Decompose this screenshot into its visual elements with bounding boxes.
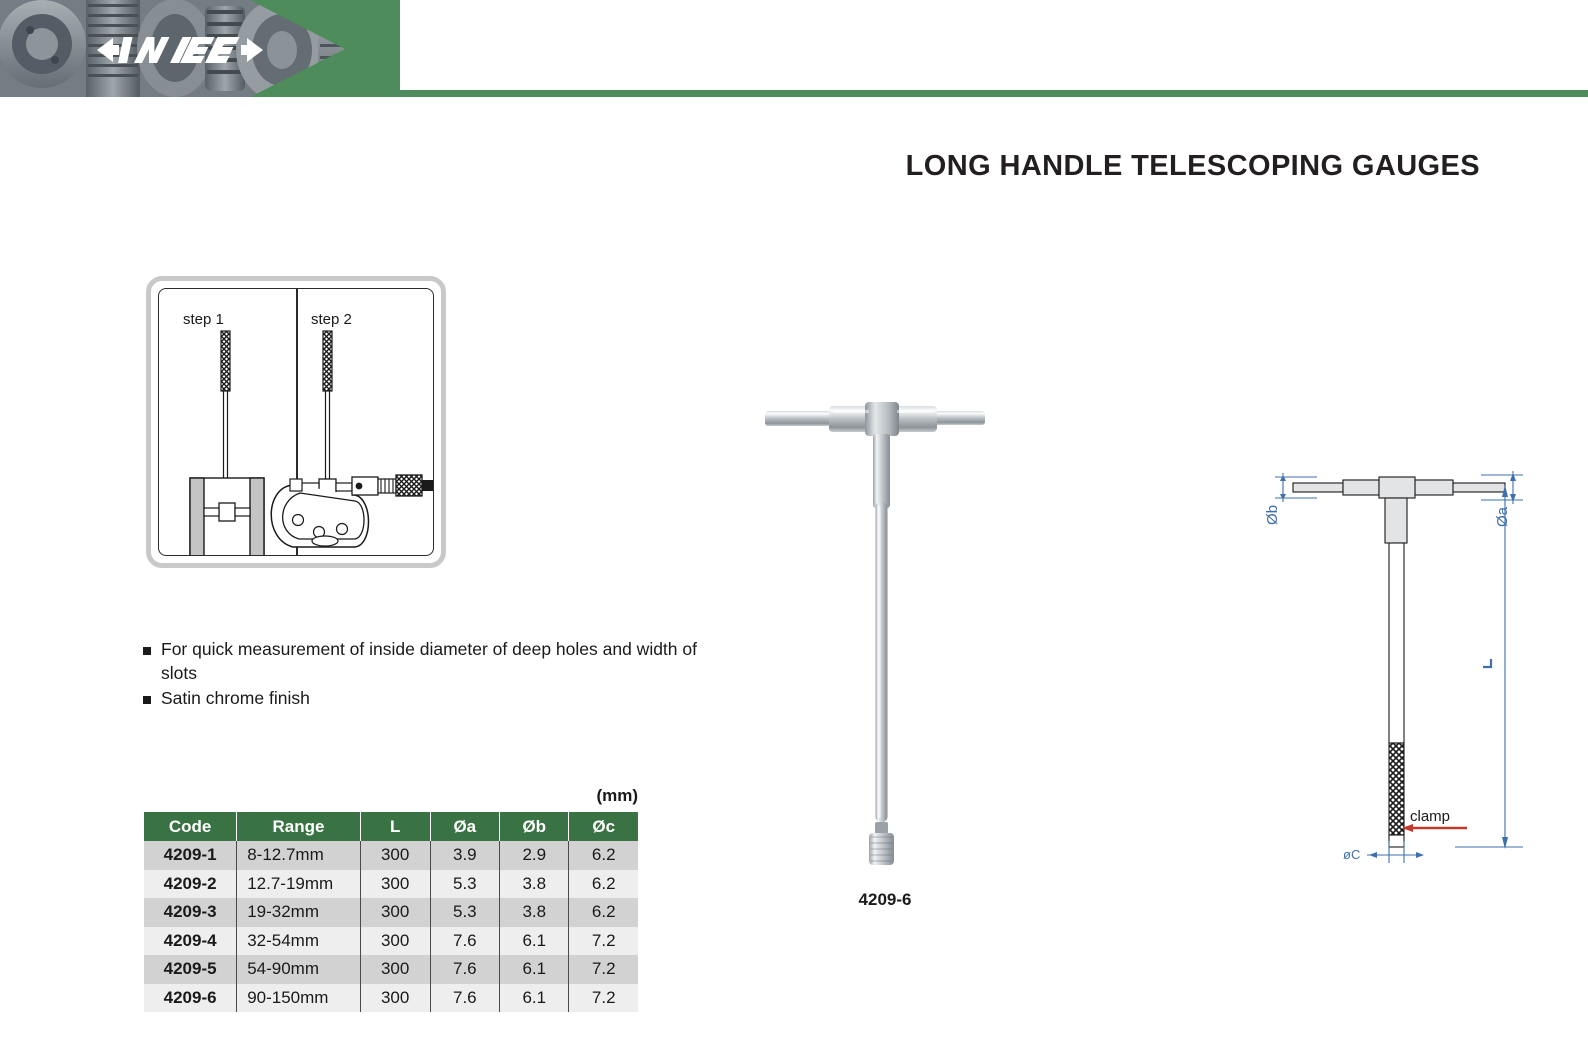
cell-l: 300 — [360, 955, 431, 984]
cell-dia-a: 5.3 — [430, 869, 501, 898]
cell-code: 4209-3 — [144, 898, 238, 927]
cell-dia-a: 7.6 — [430, 983, 501, 1012]
cell-code: 4209-2 — [144, 869, 238, 898]
column-header-l: L — [360, 812, 431, 841]
steps-inner-panel: step 1 step 2 — [158, 288, 434, 556]
cell-dia-c: 6.2 — [568, 869, 638, 898]
column-header-dia-b: Øb — [499, 812, 570, 841]
step-2-label: step 2 — [311, 311, 352, 328]
cell-range: 32-54mm — [236, 926, 361, 955]
technical-drawing: Øb Øa øC clamp — [1255, 455, 1545, 880]
cell-dia-c: 7.2 — [568, 955, 638, 984]
bullet-square-icon — [143, 696, 151, 704]
steps-divider — [296, 289, 298, 555]
table-row: 4209-3 19-32mm 300 5.3 3.8 6.2 — [144, 898, 638, 927]
column-header-dia-c: Øc — [568, 812, 638, 841]
step-1-drawing — [189, 330, 265, 555]
table-row: 4209-5 54-90mm 300 7.6 6.1 7.2 — [144, 955, 638, 984]
cell-dia-b: 6.1 — [499, 955, 570, 984]
step-diagrams-svg — [189, 330, 433, 555]
cell-range: 8-12.7mm — [236, 841, 361, 870]
cell-l: 300 — [360, 869, 431, 898]
cell-dia-b: 6.1 — [499, 983, 570, 1012]
cell-dia-a: 7.6 — [430, 926, 501, 955]
table-row: 4209-1 8-12.7mm 300 3.9 2.9 6.2 — [144, 841, 638, 870]
technical-drawing-svg: Øb Øa øC clamp — [1264, 471, 1523, 863]
cell-l: 300 — [360, 926, 431, 955]
cell-dia-a: 5.3 — [430, 898, 501, 927]
cell-l: 300 — [360, 841, 431, 870]
cell-dia-c: 6.2 — [568, 898, 638, 927]
cell-dia-c: 6.2 — [568, 841, 638, 870]
cell-l: 300 — [360, 898, 431, 927]
header-banner — [0, 0, 1588, 97]
cell-range: 19-32mm — [236, 898, 361, 927]
column-header-dia-a: Øa — [430, 812, 501, 841]
table-row: 4209-2 12.7-19mm 300 5.3 3.8 6.2 — [144, 869, 638, 898]
specification-table: Code Range L Øa Øb Øc 4209-1 8-12.7mm 30… — [144, 812, 638, 1012]
product-caption: 4209-6 — [858, 890, 912, 909]
cell-dia-b: 3.8 — [499, 898, 570, 927]
cell-range: 54-90mm — [236, 955, 361, 984]
dimension-label-b: Øb — [1264, 505, 1281, 525]
cell-code: 4209-4 — [144, 926, 238, 955]
cell-dia-a: 7.6 — [430, 955, 501, 984]
clamp-label: clamp — [1410, 808, 1450, 825]
table-row: 4209-6 90-150mm 300 7.6 6.1 7.2 — [144, 983, 638, 1012]
cell-dia-b: 6.1 — [499, 926, 570, 955]
steps-illustration-box: step 1 step 2 — [146, 276, 446, 568]
feature-text: For quick measurement of inside diameter… — [161, 639, 697, 683]
cell-code: 4209-6 — [144, 983, 238, 1012]
step-1-label: step 1 — [183, 311, 224, 328]
table-unit-label: (mm) — [596, 786, 638, 805]
cell-code: 4209-1 — [144, 841, 238, 870]
table-row: 4209-4 32-54mm 300 7.6 6.1 7.2 — [144, 926, 638, 955]
cell-dia-a: 3.9 — [430, 841, 501, 870]
dimension-label-a: Øa — [1494, 506, 1511, 527]
column-header-range: Range — [236, 812, 361, 841]
cell-l: 300 — [360, 983, 431, 1012]
clamp-arrow-head — [1402, 824, 1413, 832]
feature-item: For quick measurement of inside diameter… — [143, 638, 703, 685]
column-header-code: Code — [144, 812, 238, 841]
cell-dia-c: 7.2 — [568, 983, 638, 1012]
cell-dia-b: 2.9 — [499, 841, 570, 870]
feature-text: Satin chrome finish — [161, 688, 310, 708]
feature-item: Satin chrome finish — [143, 687, 703, 711]
cell-code: 4209-5 — [144, 955, 238, 984]
product-photo — [745, 390, 1025, 880]
features-list: For quick measurement of inside diameter… — [143, 638, 703, 713]
cell-dia-c: 7.2 — [568, 926, 638, 955]
green-header-rule — [395, 90, 1588, 97]
cell-range: 12.7-19mm — [236, 869, 361, 898]
cell-dia-b: 3.8 — [499, 869, 570, 898]
insize-logo — [95, 30, 265, 70]
product-photo-svg — [765, 402, 985, 865]
table-header-row: Code Range L Øa Øb Øc — [144, 812, 638, 841]
dimension-label-c: øC — [1343, 847, 1360, 862]
page-title: LONG HANDLE TELESCOPING GAUGES — [905, 150, 1480, 182]
step-2-drawing — [270, 330, 433, 548]
bullet-square-icon — [143, 647, 151, 655]
cell-range: 90-150mm — [236, 983, 361, 1012]
